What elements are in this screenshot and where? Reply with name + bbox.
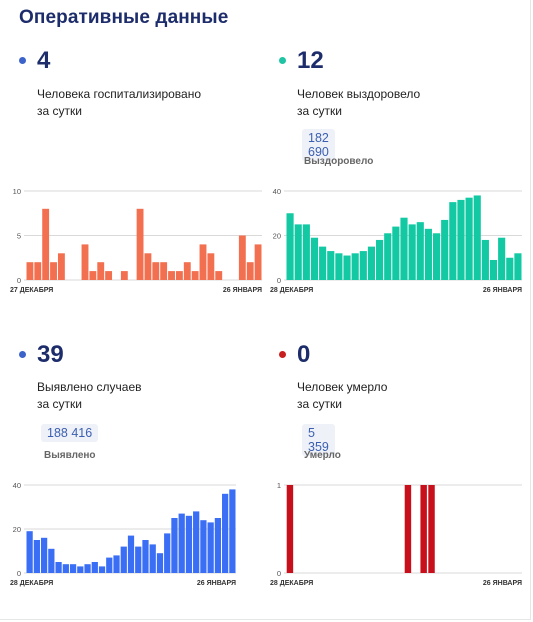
bullet-dot-icon xyxy=(279,351,286,358)
deaths-desc: Человек умерло за сутки xyxy=(297,379,497,413)
recovered-count: 12 xyxy=(297,47,324,74)
panel-detected: 39 Выявлено случаев за сутки 188 416 Выя… xyxy=(0,0,250,461)
desc-line: Человек выздоровело xyxy=(297,87,421,101)
panel-hospitalized: 4 Человека госпитализировано за сутки xyxy=(0,0,250,300)
detected-desc: Выявлено случаев за сутки xyxy=(37,379,237,413)
bullet-dot-icon xyxy=(279,57,286,64)
detected-count: 39 xyxy=(37,341,64,368)
desc-line: за сутки xyxy=(37,104,82,118)
desc-line: за сутки xyxy=(297,104,342,118)
bullet-dot-icon xyxy=(19,351,26,358)
recovered-total-label: Выздоровело xyxy=(304,156,374,167)
panel-deaths: 0 Человек умерло за сутки 5 359 Умерло xyxy=(0,0,387,461)
bullet-dot-icon xyxy=(19,57,26,64)
detected-total: 188 416 xyxy=(41,424,99,442)
detected-total-label: Выявлено xyxy=(44,450,96,461)
desc-line: Человека госпитализировано xyxy=(37,87,202,101)
desc-line: за сутки xyxy=(297,397,342,411)
page-title: Оперативные данные xyxy=(19,7,229,28)
desc-line: Выявлено случаев xyxy=(37,380,142,394)
deaths-total: 5 359 xyxy=(302,424,335,456)
deaths-count: 0 xyxy=(297,341,311,368)
deaths-total-label: Умерло xyxy=(304,450,341,461)
hospitalized-desc: Человека госпитализировано за сутки xyxy=(37,86,237,120)
recovered-total: 182 690 xyxy=(302,129,335,161)
desc-line: Человек умерло xyxy=(297,380,388,394)
recovered-desc: Человек выздоровело за сутки xyxy=(297,86,497,120)
panel-recovered: 12 Человек выздоровело за сутки 182 690 … xyxy=(0,0,420,300)
desc-line: за сутки xyxy=(37,397,82,411)
hospitalized-count: 4 xyxy=(37,47,51,74)
